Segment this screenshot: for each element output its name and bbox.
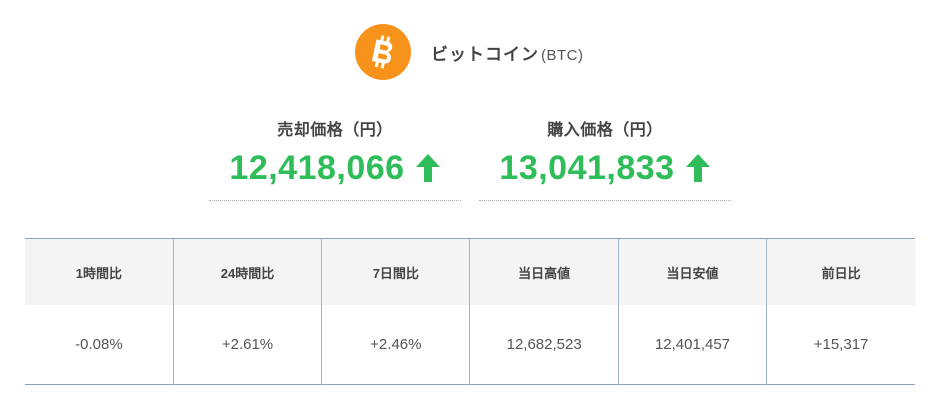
header-day-low: 当日安値 [617,238,767,305]
header-24h-change: 24時間比 [172,238,322,305]
coin-symbol: (BTC) [541,46,584,64]
buy-price-value: 13,041,833 [499,148,675,187]
buy-price-block: 購入価格（円） 13,041,833 [479,120,731,201]
table-header-row: 1時間比 24時間比 7日間比 当日高値 当日安値 前日比 [25,238,915,305]
value-24h-change: +2.61% [172,305,322,385]
header-prev-day-change: 前日比 [766,238,915,305]
price-stats-table: 1時間比 24時間比 7日間比 当日高値 当日安値 前日比 -0.08% +2.… [25,238,915,385]
up-arrow-icon [415,154,440,182]
sell-price-row: 12,418,066 [209,146,461,201]
header-day-high: 当日高値 [469,238,619,305]
header-7d-change: 7日間比 [321,238,470,305]
buy-price-row: 13,041,833 [479,146,731,201]
buy-price-label: 購入価格（円） [547,122,663,139]
value-7d-change: +2.46% [321,305,470,385]
coin-header: ビットコイン (BTC) [355,24,584,80]
value-1h-change: -0.08% [25,305,174,385]
coin-title: ビットコイン (BTC) [431,40,584,65]
value-day-low: 12,401,457 [617,305,767,385]
header-1h-change: 1時間比 [25,238,174,305]
up-arrow-icon [685,154,710,182]
value-day-high: 12,682,523 [469,305,619,385]
coin-name: ビットコイン [431,44,539,64]
table-row: -0.08% +2.61% +2.46% 12,682,523 12,401,4… [25,305,915,385]
value-prev-day-change: +15,317 [766,305,915,385]
bitcoin-logo-icon [355,24,411,80]
sell-price-block: 売却価格（円） 12,418,066 [209,120,461,201]
sell-price-label: 売却価格（円） [277,122,393,139]
sell-price-value: 12,418,066 [229,148,405,187]
